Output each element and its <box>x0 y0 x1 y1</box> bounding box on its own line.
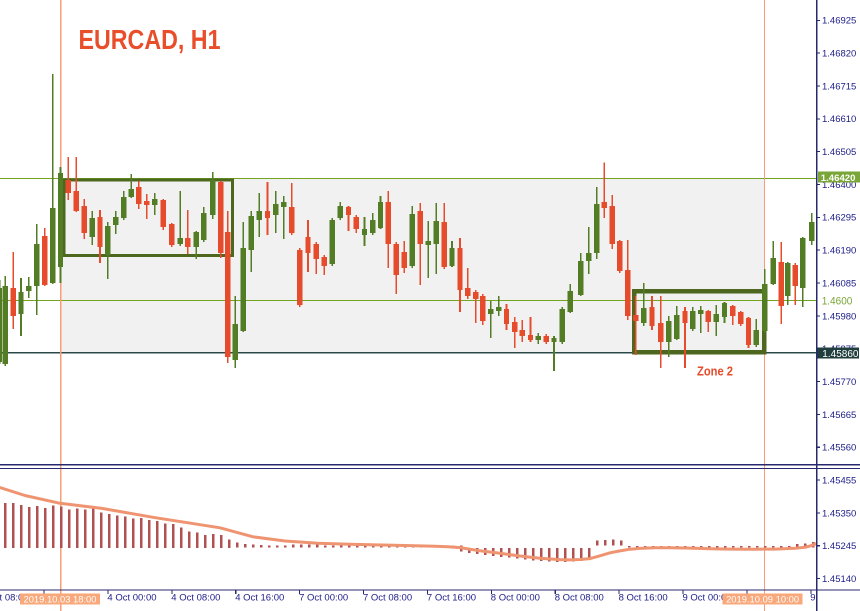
svg-text:1.45350: 1.45350 <box>822 508 856 519</box>
svg-text:1.46820: 1.46820 <box>822 49 856 60</box>
svg-text:1.46190: 1.46190 <box>822 246 856 257</box>
svg-text:1.46925: 1.46925 <box>822 16 856 27</box>
svg-text:2019.10.03 18:00: 2019.10.03 18:00 <box>24 594 97 604</box>
svg-text:8 Oct 16:00: 8 Oct 16:00 <box>619 593 668 604</box>
svg-text:1.46400: 1.46400 <box>822 180 856 191</box>
svg-text:1.45860: 1.45860 <box>822 349 859 360</box>
svg-text:4 Oct 16:00: 4 Oct 16:00 <box>235 593 284 604</box>
svg-text:1.45455: 1.45455 <box>822 475 856 486</box>
svg-text:1.46295: 1.46295 <box>822 213 856 224</box>
svg-text:8 Oct 08:00: 8 Oct 08:00 <box>555 593 604 604</box>
svg-text:EURCAD, H1: EURCAD, H1 <box>79 24 221 55</box>
svg-text:1.4600: 1.4600 <box>822 296 853 308</box>
svg-text:1.46715: 1.46715 <box>822 81 856 92</box>
svg-text:3 Oct 08:00: 3 Oct 08:00 <box>0 593 29 604</box>
svg-text:1.46085: 1.46085 <box>822 278 856 289</box>
svg-text:1.45140: 1.45140 <box>822 574 856 585</box>
svg-text:4 Oct 00:00: 4 Oct 00:00 <box>107 593 156 604</box>
svg-text:9 Oct 00:00: 9 Oct 00:00 <box>683 593 732 604</box>
svg-text:7 Oct 08:00: 7 Oct 08:00 <box>363 593 412 604</box>
svg-text:1.45980: 1.45980 <box>822 311 856 322</box>
svg-text:Zone 2: Zone 2 <box>697 365 733 379</box>
svg-text:1.45770: 1.45770 <box>822 377 856 388</box>
svg-text:1.46420: 1.46420 <box>821 173 856 184</box>
svg-text:1.45560: 1.45560 <box>822 443 856 454</box>
svg-text:1.46505: 1.46505 <box>822 147 856 158</box>
svg-text:2019.10.09 10:00: 2019.10.09 10:00 <box>726 594 799 604</box>
svg-text:1.45665: 1.45665 <box>822 410 856 421</box>
svg-text:4 Oct 08:00: 4 Oct 08:00 <box>171 593 220 604</box>
svg-text:1.45245: 1.45245 <box>822 541 856 552</box>
svg-text:7 Oct 00:00: 7 Oct 00:00 <box>299 593 348 604</box>
svg-text:1.46610: 1.46610 <box>822 114 856 125</box>
svg-text:9 Oct 16:00: 9 Oct 16:00 <box>810 593 859 604</box>
svg-text:8 Oct 00:00: 8 Oct 00:00 <box>491 593 540 604</box>
svg-text:7 Oct 16:00: 7 Oct 16:00 <box>427 593 476 604</box>
